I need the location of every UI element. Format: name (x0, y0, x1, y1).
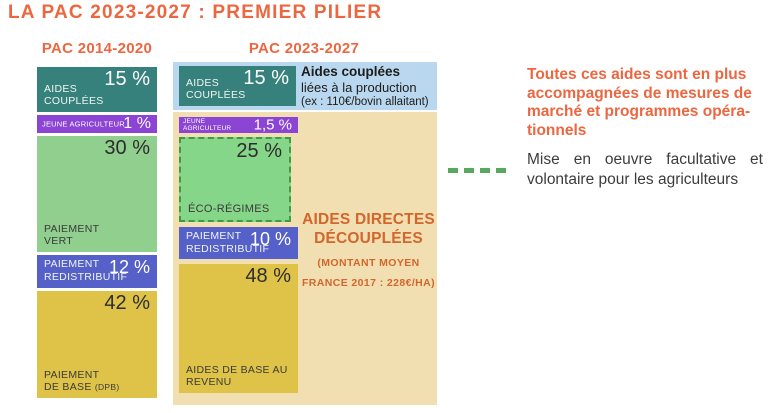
segment-label: PAIEMENT DE BASE (DPB) (44, 368, 120, 394)
note-line: Toutes ces aides sont en plus (527, 66, 747, 83)
segment-2023-jeune-agriculteur: JEUNE AGRICULTEUR 1,5 % (179, 116, 298, 134)
segment-value: 10 % (249, 229, 291, 249)
segment-2014-paiement-redistributif: 12 % PAIEMENT REDISTRIBUTIF (37, 255, 157, 288)
segment-2023-aides-couplees: 15 % AIDES COUPLÉES (179, 66, 296, 106)
segment-value: 48 % (245, 265, 291, 287)
segment-value: 1,5 % (253, 116, 292, 134)
note-line: tionnels (527, 121, 587, 139)
note-line: marché et programmes opéra- (527, 103, 751, 120)
segment-value: 12 % (108, 257, 150, 277)
segment-label: PAIEMENT REDISTRIBUTIF (44, 258, 128, 283)
segment-label: AIDES COUPLÉES (44, 82, 104, 108)
segment-2014-aides-couplees: 15 % AIDES COUPLÉES (37, 67, 157, 112)
segment-2014-paiement-vert: 30 % PAIEMENT VERT (37, 136, 157, 252)
segment-value: 25 % (236, 140, 282, 162)
dashed-line-icon (448, 168, 506, 173)
callout-example: (ex : 110€/bovin allaitant) (301, 96, 429, 108)
segment-value: 15 % (243, 67, 289, 89)
column-header-pac-2014-2020: PAC 2014-2020 (41, 40, 153, 57)
segment-label: AIDES DE BASE AU REVENU (186, 363, 288, 389)
callout-title: Aides couplées (301, 64, 401, 79)
segment-value: 1 % (123, 115, 151, 132)
segment-value: 15 % (104, 68, 150, 90)
segment-2023-eco-regimes: 25 % ÉCO-RÉGIMES (179, 137, 291, 222)
segment-label: PAIEMENT REDISTRIBUTIF (186, 230, 270, 255)
segment-2014-paiement-de-base: 42 % PAIEMENT DE BASE (DPB) (37, 291, 157, 398)
segment-label: PAIEMENT VERT (44, 222, 100, 248)
callout-aides-directes-decouplees: AIDES DIRECTES DÉCOUPLÉES (MONTANT MOYEN… (300, 210, 437, 294)
segment-label: ÉCO-RÉGIMES (188, 202, 270, 215)
segment-2023-paiement-redistributif: 10 % PAIEMENT REDISTRIBUTIF (179, 227, 298, 259)
callout-aides-couplees: Aides couplées liées à la production (ex… (301, 64, 435, 109)
segment-label: JEUNE AGRICULTEUR (42, 119, 125, 129)
segment-value: 30 % (104, 137, 150, 159)
segment-value: 42 % (104, 292, 150, 314)
note-line: accompagnées de mesures de (527, 84, 752, 102)
legend-optional-implementation: Mise en oeuvre facultative et volontaire… (527, 151, 763, 188)
segment-2023-aides-de-base-au-revenu: 48 % AIDES DE BASE AU REVENU (179, 264, 298, 393)
column-header-pac-2023-2027: PAC 2023-2027 (248, 40, 360, 57)
segment-label-suffix: (DPB) (94, 382, 120, 393)
segment-2014-jeune-agriculteur: JEUNE AGRICULTEUR 1 % (37, 115, 157, 133)
segment-label: AIDES COUPLÉES (186, 76, 246, 102)
page-title: LA PAC 2023-2027 : PREMIER PILIER (8, 2, 383, 23)
note-market-measures: Toutes ces aides sont en plus accompagné… (527, 66, 768, 140)
callout-title: AIDES DIRECTES DÉCOUPLÉES (302, 211, 435, 248)
callout-line: liées à la production (301, 80, 417, 95)
segment-label: JEUNE AGRICULTEUR (183, 118, 232, 133)
callout-subtitle: (MONTANT MOYEN FRANCE 2017 : 228€/HA) (301, 256, 436, 289)
